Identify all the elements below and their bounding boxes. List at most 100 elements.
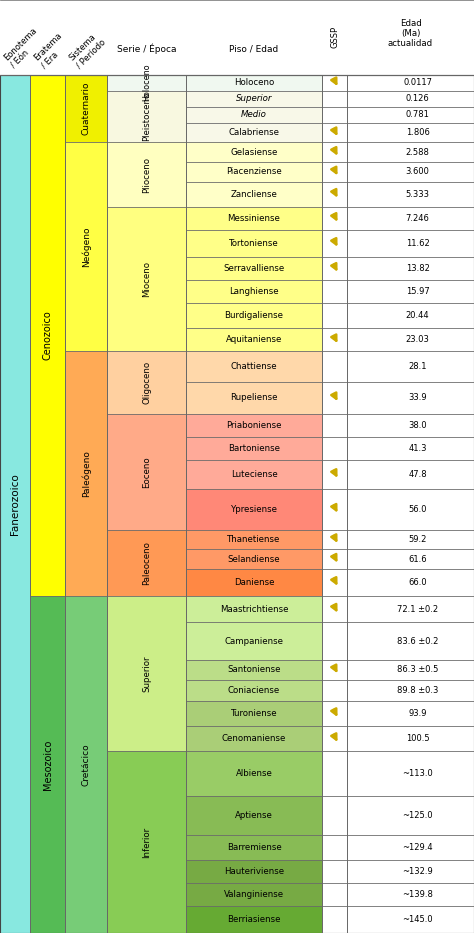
Text: Sistema
/ Período: Sistema / Período xyxy=(67,30,107,70)
Bar xyxy=(322,679,347,701)
Text: Holoceno: Holoceno xyxy=(142,63,151,102)
Bar xyxy=(186,489,322,530)
Bar xyxy=(186,413,322,437)
Bar xyxy=(107,207,186,351)
Text: Messiniense: Messiniense xyxy=(228,214,281,223)
Bar xyxy=(186,106,322,123)
Bar xyxy=(186,162,322,182)
Bar xyxy=(347,835,474,860)
Bar xyxy=(347,796,474,835)
Text: Daniense: Daniense xyxy=(234,578,274,587)
Text: Cuaternario: Cuaternario xyxy=(82,82,91,135)
Bar xyxy=(186,257,322,280)
Bar xyxy=(186,437,322,460)
Bar xyxy=(186,91,322,106)
Text: Eonotema
/ Eón: Eonotema / Eón xyxy=(2,26,46,70)
Bar xyxy=(322,413,347,437)
Bar xyxy=(322,303,347,328)
Bar xyxy=(347,550,474,569)
Bar xyxy=(107,75,186,91)
Bar xyxy=(322,351,347,382)
Bar xyxy=(322,123,347,143)
Bar xyxy=(347,726,474,751)
Bar xyxy=(347,883,474,906)
Bar xyxy=(186,182,322,207)
Bar xyxy=(347,860,474,883)
Text: Aptiense: Aptiense xyxy=(235,811,273,820)
Bar xyxy=(186,303,322,328)
Bar xyxy=(347,303,474,328)
Text: 15.97: 15.97 xyxy=(406,287,429,296)
Bar xyxy=(322,230,347,257)
Bar xyxy=(322,883,347,906)
Text: Santoniense: Santoniense xyxy=(227,665,281,675)
Text: Medio: Medio xyxy=(241,110,267,119)
Bar xyxy=(322,207,347,230)
Bar xyxy=(65,143,107,351)
Bar xyxy=(322,437,347,460)
Bar xyxy=(186,123,322,143)
Bar xyxy=(322,91,347,106)
Text: Holoceno: Holoceno xyxy=(234,78,274,87)
Text: 47.8: 47.8 xyxy=(408,470,427,479)
Bar xyxy=(347,382,474,413)
Bar xyxy=(322,906,347,933)
Text: Plioceno: Plioceno xyxy=(142,157,151,192)
Bar xyxy=(347,622,474,660)
Bar xyxy=(107,413,186,530)
Text: 13.82: 13.82 xyxy=(406,264,429,272)
Bar xyxy=(186,796,322,835)
Text: Eoceno: Eoceno xyxy=(142,456,151,488)
Text: 33.9: 33.9 xyxy=(408,393,427,402)
Bar xyxy=(186,622,322,660)
Bar xyxy=(107,530,186,596)
Text: Langhiense: Langhiense xyxy=(229,287,279,296)
Bar xyxy=(347,751,474,796)
Text: Rupeliense: Rupeliense xyxy=(230,393,278,402)
Text: 5.333: 5.333 xyxy=(406,189,429,199)
Text: Serie / Época: Serie / Época xyxy=(117,43,176,54)
Bar xyxy=(107,751,186,933)
Text: Cenozoico: Cenozoico xyxy=(43,311,53,360)
Bar xyxy=(186,679,322,701)
Text: Cretácico: Cretácico xyxy=(82,743,91,786)
Text: 41.3: 41.3 xyxy=(409,444,427,453)
Bar xyxy=(186,143,322,162)
Bar xyxy=(186,351,322,382)
Bar xyxy=(322,143,347,162)
Text: 7.246: 7.246 xyxy=(406,214,429,223)
Text: 100.5: 100.5 xyxy=(406,734,429,743)
Text: 23.03: 23.03 xyxy=(406,335,429,344)
Bar xyxy=(347,569,474,596)
Text: 86.3 ±0.5: 86.3 ±0.5 xyxy=(397,665,438,675)
Text: Hauteriviense: Hauteriviense xyxy=(224,867,284,876)
Text: ~132.9: ~132.9 xyxy=(402,867,433,876)
Bar xyxy=(186,569,322,596)
Bar xyxy=(347,351,474,382)
Bar xyxy=(186,751,322,796)
Text: Oligoceno: Oligoceno xyxy=(142,361,151,404)
Bar xyxy=(186,860,322,883)
Text: 0.0117: 0.0117 xyxy=(403,78,432,87)
Text: Ypresiense: Ypresiense xyxy=(230,505,277,514)
Bar xyxy=(322,569,347,596)
Text: Eratema
/ Era: Eratema / Era xyxy=(32,31,71,70)
Text: 3.600: 3.600 xyxy=(406,167,429,176)
Bar xyxy=(322,726,347,751)
Text: Berriasiense: Berriasiense xyxy=(227,915,281,924)
Bar xyxy=(186,596,322,622)
Bar xyxy=(186,726,322,751)
Bar xyxy=(347,106,474,123)
Text: 56.0: 56.0 xyxy=(409,505,427,514)
Text: Maastrichtiense: Maastrichtiense xyxy=(220,605,288,614)
Text: 28.1: 28.1 xyxy=(409,362,427,371)
Text: Calabriense: Calabriense xyxy=(228,128,280,137)
Text: Edad
(Ma)
actualidad: Edad (Ma) actualidad xyxy=(388,19,433,49)
Text: ~139.8: ~139.8 xyxy=(402,890,433,899)
Text: 66.0: 66.0 xyxy=(408,578,427,587)
Bar xyxy=(65,351,107,596)
Text: Valanginiense: Valanginiense xyxy=(224,890,284,899)
Bar xyxy=(322,622,347,660)
Bar xyxy=(347,437,474,460)
Bar xyxy=(186,328,322,351)
